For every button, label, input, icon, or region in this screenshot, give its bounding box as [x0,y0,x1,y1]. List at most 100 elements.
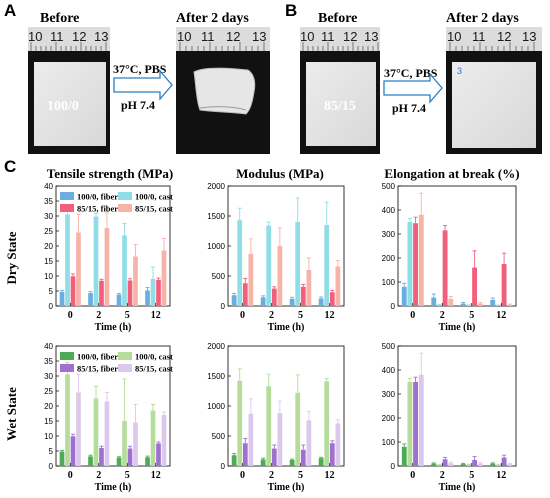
y-tick-label: 25 [44,227,53,236]
panel-b: B Before After 2 days 10 11 12 13 85/15 [285,1,542,154]
bar [300,449,306,466]
y-tick-label: 1500 [207,372,225,381]
y-tick-label: 0 [391,302,396,311]
bar [401,286,407,306]
bar [472,267,478,306]
legend-swatch [118,352,132,360]
bar [401,446,407,466]
y-tick-label: 500 [382,342,396,351]
panel-a-arrow-top: 37°C, PBS [113,62,167,76]
x-tick-label: 12 [325,470,335,481]
x-axis-label: Time (h) [439,482,476,493]
bar [431,297,437,306]
x-axis-label: Time (h) [439,322,476,333]
x-tick-label: 5 [125,470,130,481]
legend-swatch [60,352,74,360]
bar [460,303,466,306]
x-tick-label: 2 [96,310,101,321]
x-tick-label: 2 [440,310,445,321]
bar [413,382,419,466]
bar [59,451,65,466]
ruler-label-a3: 12 [72,29,86,44]
ruler-label-b2: 11 [321,29,335,44]
ruler-ticks [30,42,107,51]
panel-b-letter: B [285,1,297,20]
x-tick-label: 0 [410,310,415,321]
chart-wet-2: 0 100 200 300 400 500 0 2 5 12 Time (h) [382,342,517,493]
column-title-modulus: Modulus (MPa) [236,166,324,181]
bar [477,303,483,306]
ruler-label-a6: 11 [201,29,215,44]
x-tick-label: 0 [68,470,73,481]
panel-b-before-photo: 10 11 12 13 85/15 [300,27,380,154]
panel-a-arrow: 37°C, PBS pH 7.4 [113,62,173,112]
bar [88,456,93,466]
bar [277,246,283,306]
bar [324,225,330,306]
bar [418,214,424,306]
x-axis-label: Time (h) [268,482,305,493]
x-tick-label: 2 [440,470,445,481]
y-tick-label: 35 [44,357,53,366]
bar [260,297,266,306]
legend-label: 100/0, fiber [77,192,118,202]
ruler-label-b4: 13 [364,29,378,44]
panel-b-after-photo: 10 11 12 13 3 [446,27,542,154]
legend-label: 100/0, cast [135,352,173,362]
bar [104,401,110,466]
ruler-label-b3: 12 [343,29,357,44]
y-tick-label: 40 [44,182,53,191]
bar [161,250,167,306]
bar [295,222,301,306]
y-tick-label: 10 [44,272,53,281]
bar [413,223,419,306]
y-tick-label: 0 [49,302,54,311]
bar [324,381,330,466]
bar [306,420,312,466]
y-tick-label: 500 [382,182,396,191]
bar [133,256,138,306]
y-tick-label: 200 [382,254,396,263]
ruler-label-b8: 13 [522,29,536,44]
legend-swatch [60,204,74,212]
bar [329,443,335,466]
y-tick-label: 30 [44,372,53,381]
legend-swatch [60,364,74,372]
chart-wet-1: 0 500 1000 1500 2000 0 2 5 12 Time (h) [207,342,345,493]
x-tick-label: 2 [269,310,274,321]
bar [122,421,127,466]
bar [501,264,507,306]
bar [93,398,99,466]
y-tick-label: 2000 [207,342,225,351]
y-tick-label: 100 [382,438,396,447]
x-tick-label: 12 [325,310,335,321]
bar [271,288,277,306]
bar [329,292,335,306]
bar [145,290,150,306]
x-tick-label: 5 [298,470,303,481]
bar [472,460,478,466]
panel-b-arrow-bottom: pH 7.4 [392,101,426,115]
legend-label: 100/0, fiber [77,352,118,362]
ruler-label-a1: 10 [28,29,42,44]
y-tick-label: 0 [391,462,396,471]
bar [70,436,76,466]
ruler-label-a2: 11 [50,29,64,44]
bar [65,374,70,466]
plot-frame [397,345,517,467]
bar [501,457,507,466]
legend-swatch [118,192,132,200]
x-axis-label: Time (h) [95,322,132,333]
bar [156,443,161,466]
x-tick-label: 0 [240,470,245,481]
row-title-wet: Wet State [4,387,19,441]
x-tick-label: 12 [496,310,506,321]
bar [271,448,277,466]
panel-a-arrow-bottom: pH 7.4 [121,98,155,112]
bar [277,413,283,466]
legend-label: 85/15, fiber [77,364,118,374]
bar [300,286,306,306]
panel-c: C Tensile strength (MPa) Modulus (MPa) E… [4,157,520,493]
